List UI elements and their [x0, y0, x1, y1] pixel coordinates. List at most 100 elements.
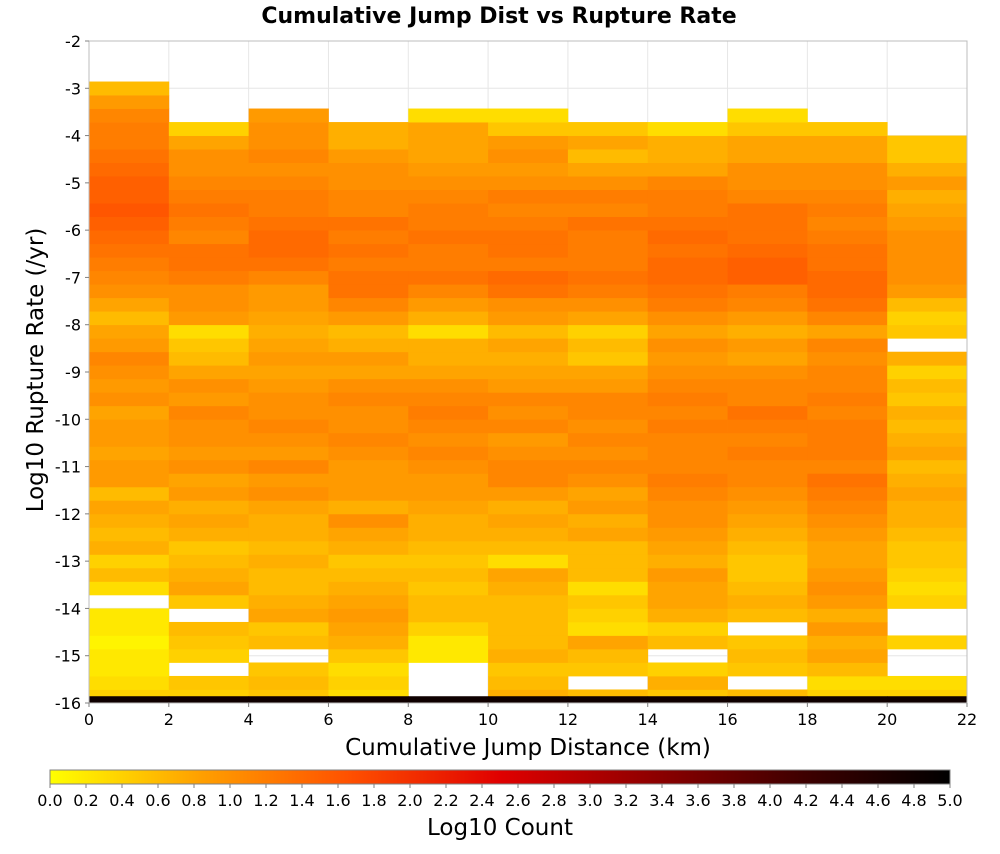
heatmap-cell	[887, 473, 968, 488]
heatmap-cell	[647, 284, 728, 299]
heatmap-cell	[567, 621, 649, 636]
heatmap-cell	[807, 189, 888, 204]
heatmap-cell	[567, 122, 649, 136]
heatmap-cells	[89, 81, 968, 704]
heatmap-cell	[328, 149, 409, 164]
heatmap-cell	[168, 486, 250, 501]
heatmap-cell	[328, 621, 409, 636]
heatmap-cell	[248, 513, 329, 528]
x-tick-label: 12	[558, 710, 578, 729]
heatmap-cell	[567, 243, 649, 258]
heatmap-cell	[567, 405, 649, 420]
heatmap-cell	[488, 270, 569, 285]
heatmap-cell	[727, 662, 808, 677]
heatmap-cell	[567, 189, 649, 204]
x-tick-label: 10	[478, 710, 498, 729]
heatmap-cell	[488, 122, 569, 136]
x-axis-ticks: 0 2 4 6 8 10 12 14 16 18 20 22	[84, 703, 977, 729]
heatmap-cell	[89, 203, 170, 218]
heatmap-cell	[727, 696, 808, 703]
heatmap-cell	[567, 567, 649, 582]
heatmap-cell	[647, 176, 728, 191]
heatmap-cell	[488, 162, 569, 177]
heatmap-cell	[328, 365, 409, 380]
heatmap-cell	[168, 513, 250, 528]
heatmap-cell	[807, 405, 888, 420]
heatmap-cell	[328, 648, 409, 663]
heatmap-cell	[248, 554, 329, 569]
heatmap-cell	[328, 405, 409, 420]
y-tick-label: -4	[65, 127, 81, 146]
heatmap-cell	[248, 311, 329, 326]
heatmap-cell	[89, 473, 170, 488]
heatmap-cell	[328, 270, 409, 285]
heatmap-cell	[408, 122, 489, 136]
colorbar-tick-label: 0.6	[145, 791, 170, 810]
heatmap-cell	[89, 311, 170, 326]
x-tick-label: 0	[84, 710, 94, 729]
heatmap-cell	[567, 284, 649, 299]
heatmap-cell	[168, 527, 250, 542]
heatmap-cell	[168, 405, 250, 420]
heatmap-cell	[727, 513, 808, 528]
heatmap-cell	[248, 203, 329, 218]
heatmap-cell	[488, 230, 569, 245]
heatmap-cell	[248, 540, 329, 555]
heatmap-cell	[408, 392, 489, 407]
heatmap-cell	[887, 500, 968, 515]
heatmap-cell	[488, 608, 569, 623]
heatmap-cell	[647, 446, 728, 461]
heatmap-cell	[567, 270, 649, 285]
heatmap-cell	[168, 473, 250, 488]
heatmap-cell	[567, 635, 649, 650]
heatmap-cell	[887, 459, 968, 474]
heatmap-cell	[887, 419, 968, 434]
heatmap-cell	[168, 311, 250, 326]
heatmap-cell	[807, 311, 888, 326]
heatmap-cell	[807, 297, 888, 312]
heatmap-cell	[567, 486, 649, 501]
x-tick-label: 6	[323, 710, 333, 729]
heatmap-cell	[408, 351, 489, 366]
heatmap-cell	[248, 581, 329, 596]
heatmap-cell	[887, 594, 968, 609]
heatmap-cell	[328, 162, 409, 177]
heatmap-cell	[328, 540, 409, 555]
heatmap-cell	[647, 122, 728, 136]
heatmap-cell	[887, 257, 968, 272]
heatmap-cell	[647, 230, 728, 245]
heatmap-cell	[488, 459, 569, 474]
heatmap-cell	[488, 257, 569, 272]
heatmap-cell	[488, 473, 569, 488]
heatmap-cell	[89, 230, 170, 245]
heatmap-cell	[168, 581, 250, 596]
heatmap-cell	[488, 365, 569, 380]
heatmap-cell	[807, 243, 888, 258]
heatmap-cell	[328, 432, 409, 447]
y-axis-label: Log10 Rupture Rate (/yr)	[23, 228, 49, 513]
heatmap-cell	[727, 351, 808, 366]
heatmap-cell	[328, 351, 409, 366]
y-tick-label: -10	[55, 410, 81, 429]
heatmap-cell	[168, 696, 250, 703]
heatmap-cell	[408, 459, 489, 474]
x-tick-label: 14	[638, 710, 658, 729]
heatmap-cell	[727, 176, 808, 191]
heatmap-cell	[89, 162, 170, 177]
y-tick-label: -2	[65, 32, 81, 51]
heatmap-cell	[807, 284, 888, 299]
heatmap-cell	[328, 243, 409, 258]
heatmap-cell	[647, 581, 728, 596]
heatmap-cell	[567, 257, 649, 272]
heatmap-cell	[248, 230, 329, 245]
heatmap-cell	[408, 108, 489, 123]
heatmap-cell	[647, 594, 728, 609]
y-tick-label: -8	[65, 316, 81, 335]
colorbar: 0.0 0.2 0.4 0.6 0.8 1.0 1.2 1.4 1.6 1.8 2.0 2.2 2.4 2…	[37, 769, 963, 810]
heatmap-cell	[89, 696, 170, 703]
heatmap-cell	[647, 216, 728, 231]
heatmap-cell	[168, 446, 250, 461]
heatmap-cell	[567, 662, 649, 677]
